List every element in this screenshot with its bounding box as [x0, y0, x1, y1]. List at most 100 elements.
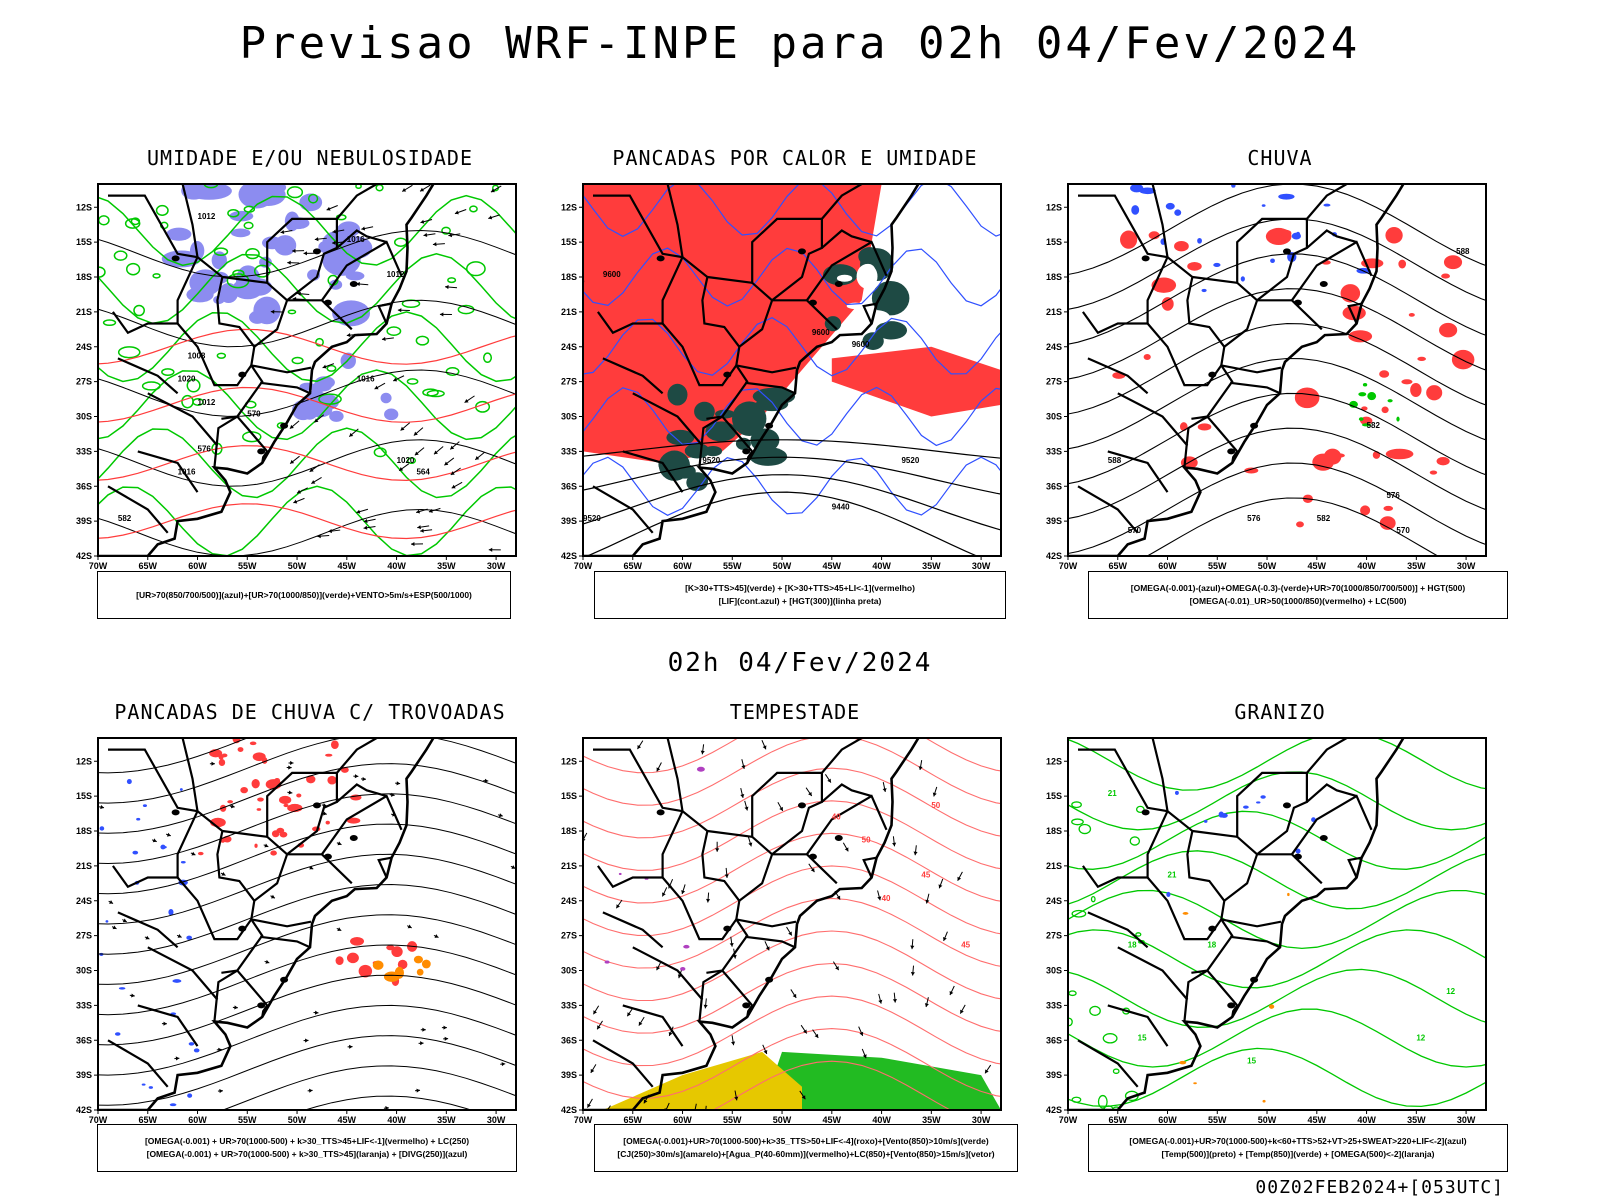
contour-label: 9520 [702, 456, 720, 465]
lc850-contour [583, 897, 1001, 969]
wind-vector [681, 884, 686, 895]
lake-mark [808, 299, 817, 306]
lon-label: 50W [288, 1115, 307, 1125]
lake-mark [1250, 976, 1259, 983]
contour-label: 18 [1128, 940, 1137, 949]
divg-blue-area [148, 1086, 154, 1089]
green-ring [1071, 801, 1082, 809]
state-border [176, 810, 199, 878]
temp850-contour [1068, 929, 1486, 989]
wind-vector [297, 291, 310, 296]
lat-label: 24S [561, 342, 577, 352]
lat-label: 12S [1046, 756, 1062, 766]
state-border [222, 829, 268, 838]
storm-orange-area [416, 968, 424, 976]
lon-label: 60W [188, 1115, 207, 1125]
streamline-arrow [129, 993, 135, 998]
rain-red-area [1360, 505, 1371, 516]
lc850-contour [583, 1028, 1001, 1099]
contour-label: 1020 [178, 375, 196, 384]
wind-vector [747, 836, 753, 847]
lat-label: 15S [76, 791, 92, 801]
humidity-blue-area [197, 184, 217, 194]
contour-label: 21 [1108, 789, 1117, 798]
lif-blue-contour [583, 247, 1001, 307]
pressure-contour [98, 299, 516, 348]
wind-vector [289, 455, 300, 464]
lon-label: 35W [437, 561, 456, 571]
green-ring [161, 368, 175, 376]
streamline-arrow [111, 925, 117, 930]
wind-vector [615, 899, 623, 909]
divg-blue-area [186, 935, 192, 940]
pressure-contour [98, 439, 516, 487]
green-ring [243, 205, 256, 213]
divg-blue-area [169, 1103, 177, 1107]
storm-purple-area [696, 766, 705, 772]
hail-blue-area [1166, 891, 1171, 897]
lat-label: 30S [1046, 966, 1062, 976]
green-ring [466, 261, 486, 277]
legend-umidade: [UR>70(850/700/500)](azul)+[UR>70(1000/8… [97, 571, 511, 619]
lake-mark [1250, 422, 1259, 429]
rain-red-area [1161, 297, 1174, 311]
wind-vector [638, 1016, 645, 1026]
lake-mark [349, 834, 358, 841]
wind-vector [740, 788, 745, 798]
green-ring [126, 262, 141, 276]
green-ring [1071, 818, 1084, 826]
wind-vector [374, 382, 386, 390]
rain-red-area [1417, 356, 1426, 362]
state-border [176, 256, 199, 324]
green-ring [102, 319, 117, 327]
streamline-arrow [307, 1088, 313, 1093]
streamline-arrow [264, 959, 270, 964]
state-border [137, 450, 199, 493]
storm-red-area [232, 738, 241, 744]
storm-red-area [257, 797, 264, 802]
rain-green-area [1358, 392, 1367, 397]
state-border [1117, 946, 1189, 1001]
streamline [98, 974, 516, 1046]
hail-blue-area [1203, 819, 1208, 823]
contour-label: 15 [1138, 1033, 1147, 1042]
temp850-contour [1068, 1047, 1486, 1108]
legend-trovoadas: [OMEGA(-0.001) + UR>70(1000-500) + k>30_… [97, 1124, 517, 1172]
streamline-arrow [216, 1047, 222, 1052]
divg-blue-area [188, 1042, 195, 1046]
rain-red-area [1323, 448, 1342, 465]
contour-label: 1008 [188, 351, 206, 360]
storm-orange-area [372, 960, 384, 970]
state-border [622, 1004, 684, 1047]
state-border [321, 240, 403, 301]
lc850-contour [583, 800, 1001, 871]
lat-label: 42S [76, 1105, 92, 1115]
green-ring [155, 204, 169, 216]
legend-line: [OMEGA(-0.01)_UR>50(1000/850)(vermelho) … [1189, 596, 1407, 606]
wind-vector [703, 998, 708, 1009]
wind-vector [761, 739, 767, 750]
wind-vector [270, 309, 283, 314]
lat-label: 36S [76, 481, 92, 491]
state-border [1082, 865, 1148, 889]
rain-red-area [1401, 379, 1413, 385]
lat-label: 21S [1046, 307, 1062, 317]
rain-red-area [1348, 330, 1373, 343]
wind-vector [877, 890, 882, 901]
rain-blue-area [1270, 258, 1275, 264]
contour-label: 1016 [357, 375, 375, 384]
heat-teal-area [749, 447, 788, 466]
state-border [1306, 738, 1348, 774]
wind-vector [729, 936, 734, 947]
contour-label: 50 [931, 801, 940, 810]
wind-vector [918, 760, 923, 771]
storm-red-area [218, 758, 226, 766]
humidity-blue-area [238, 184, 275, 209]
legend-line: [OMEGA(-0.001)-(azul)+OMEGA(-0.3)-(verde… [1130, 583, 1466, 593]
hail-blue-area [1220, 813, 1228, 818]
storm-orange-area [421, 959, 431, 969]
storm-red-area [270, 850, 277, 856]
lat-label: 24S [561, 896, 577, 906]
storm-red-area [227, 800, 234, 804]
wind-vector [777, 801, 784, 812]
